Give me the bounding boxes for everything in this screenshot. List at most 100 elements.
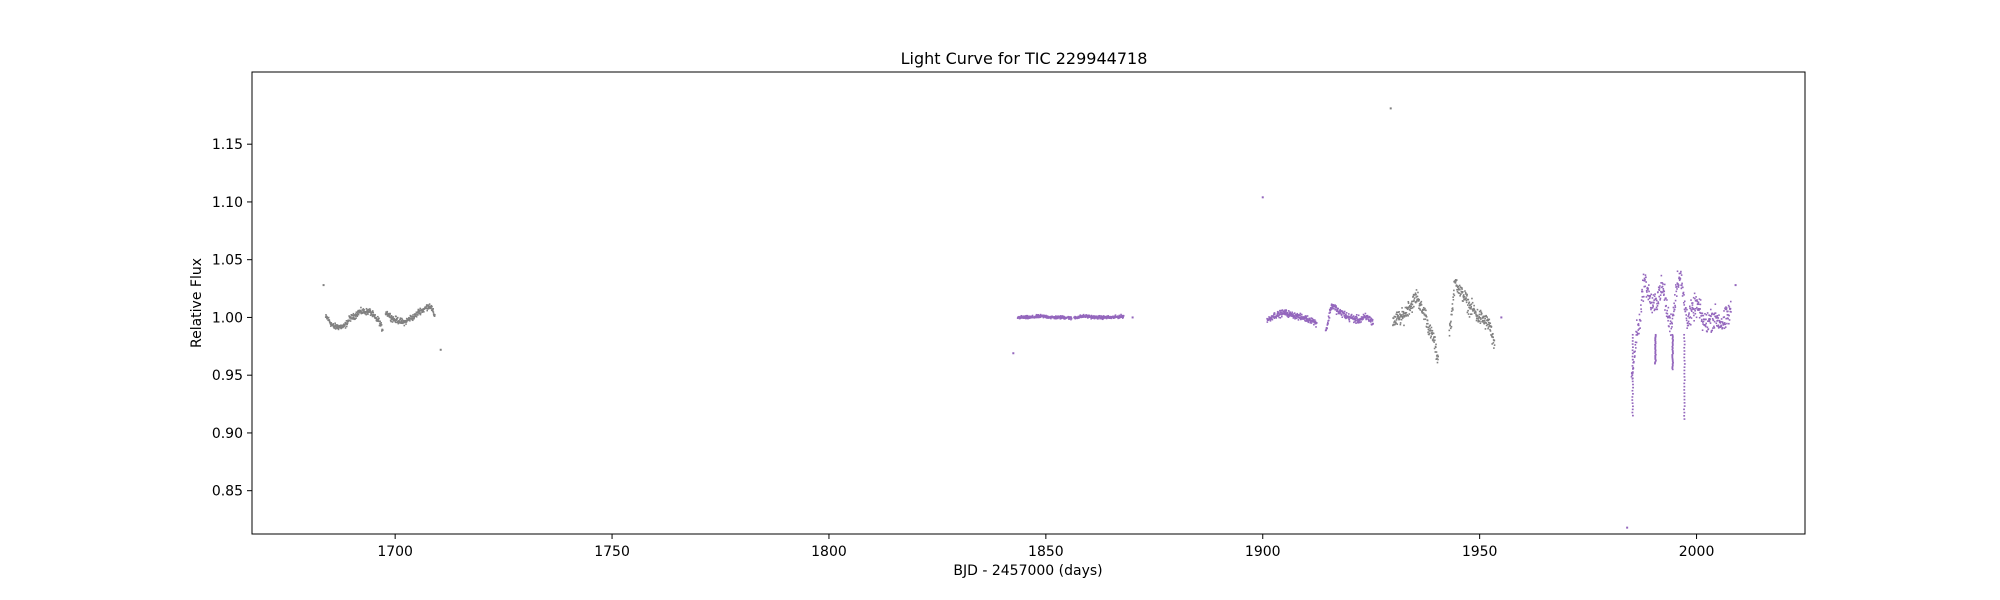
data-point — [1485, 314, 1487, 317]
data-point-dip — [1671, 365, 1674, 368]
data-point — [1465, 297, 1467, 299]
data-point-dip — [1631, 411, 1634, 414]
data-point-dip — [1683, 411, 1686, 414]
data-point-dip — [1654, 346, 1657, 348]
data-point — [1483, 322, 1486, 325]
data-point — [1097, 316, 1100, 319]
data-point — [1273, 312, 1276, 314]
data-point — [1410, 303, 1412, 305]
series-2-segment-4 — [1324, 303, 1374, 332]
data-point — [396, 319, 398, 322]
data-point — [1305, 315, 1307, 318]
data-point — [389, 312, 391, 315]
data-point — [1466, 293, 1468, 296]
data-point — [1482, 319, 1485, 322]
data-point — [386, 311, 388, 314]
data-point — [1431, 329, 1434, 332]
data-point — [1450, 310, 1453, 313]
data-point — [1485, 324, 1488, 327]
data-point — [1423, 318, 1425, 321]
data-point — [1693, 308, 1696, 310]
data-point — [1714, 312, 1717, 314]
data-point — [1695, 307, 1697, 310]
data-point — [1331, 308, 1333, 310]
data-point — [351, 314, 354, 317]
data-point — [1719, 320, 1721, 323]
data-point — [1483, 315, 1486, 318]
data-point — [1068, 317, 1071, 320]
data-point — [1695, 306, 1698, 309]
data-point — [418, 311, 421, 313]
data-point — [340, 327, 342, 330]
data-point — [1478, 310, 1481, 313]
data-point — [392, 319, 395, 322]
data-point — [1690, 317, 1693, 319]
data-point-dip — [1654, 349, 1657, 352]
data-point — [1356, 316, 1358, 319]
data-point — [1639, 320, 1642, 322]
data-point — [1087, 314, 1089, 317]
data-point — [1708, 319, 1711, 322]
data-point-dip — [1671, 360, 1674, 363]
data-point — [1652, 294, 1655, 296]
data-point — [376, 320, 378, 322]
data-point — [1482, 315, 1485, 318]
data-point-dip — [1671, 353, 1674, 356]
data-point — [1694, 312, 1697, 315]
data-point — [1395, 319, 1398, 321]
data-point — [1416, 299, 1418, 302]
data-point — [1683, 304, 1686, 306]
data-point — [1429, 324, 1432, 327]
data-point — [352, 314, 355, 317]
data-point — [1488, 323, 1490, 326]
data-point — [1286, 312, 1289, 315]
data-point — [1705, 313, 1708, 316]
data-point — [431, 309, 434, 312]
data-point — [1106, 315, 1108, 318]
data-point — [388, 316, 391, 318]
data-point — [1355, 317, 1358, 320]
data-point — [404, 321, 407, 323]
data-point — [1704, 312, 1706, 315]
data-point — [1728, 306, 1731, 308]
series-2-segment-3 — [1266, 309, 1318, 328]
data-point — [350, 318, 352, 320]
data-point — [1723, 316, 1726, 318]
data-point — [1285, 311, 1287, 313]
data-point — [1721, 327, 1724, 329]
data-point — [348, 319, 351, 322]
data-point — [1284, 309, 1286, 312]
data-point — [1287, 310, 1290, 312]
data-point — [1296, 312, 1299, 315]
data-point — [1414, 301, 1417, 304]
data-point — [1026, 316, 1029, 318]
data-point-dip — [1632, 405, 1634, 408]
data-point — [1451, 303, 1454, 305]
data-point — [1458, 284, 1461, 287]
data-point — [1715, 324, 1718, 327]
data-point — [1402, 313, 1404, 316]
data-point — [397, 322, 400, 325]
data-point — [1407, 302, 1410, 304]
data-point — [381, 330, 383, 332]
data-point — [1455, 280, 1457, 282]
data-point — [371, 315, 374, 318]
data-point-dip — [1683, 402, 1686, 404]
data-point — [343, 325, 346, 327]
data-point — [1362, 313, 1365, 316]
data-point — [1100, 315, 1103, 317]
data-point-dip — [1631, 343, 1634, 345]
data-point — [1355, 313, 1358, 316]
data-point — [1630, 375, 1633, 378]
data-point — [1395, 313, 1398, 316]
data-point — [1266, 321, 1269, 323]
data-point — [1678, 277, 1680, 280]
y-tick-label: 1.10 — [212, 195, 243, 211]
data-point — [1069, 317, 1072, 319]
data-point — [1290, 314, 1292, 317]
data-point — [1705, 322, 1707, 325]
data-point — [1421, 312, 1424, 314]
data-point-dip — [1654, 355, 1657, 357]
data-point — [1492, 332, 1494, 335]
